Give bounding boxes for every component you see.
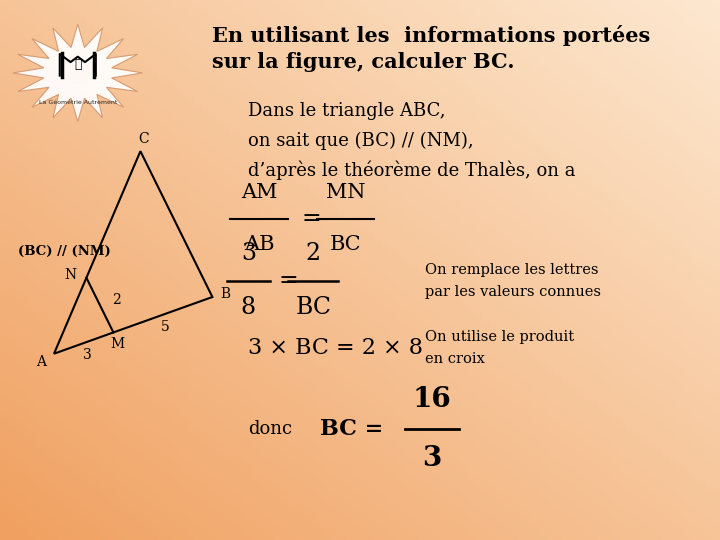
Text: BC: BC bbox=[330, 235, 361, 254]
Text: Dans le triangle ABC,: Dans le triangle ABC, bbox=[248, 102, 446, 120]
Text: 3 × BC = 2 × 8: 3 × BC = 2 × 8 bbox=[248, 338, 423, 359]
Text: on sait que (BC) // (NM),: on sait que (BC) // (NM), bbox=[248, 131, 474, 150]
Text: 2: 2 bbox=[305, 242, 321, 265]
Text: =: = bbox=[301, 207, 321, 230]
Text: MN: MN bbox=[326, 183, 365, 202]
Text: BC: BC bbox=[295, 296, 331, 319]
Text: En utilisant les  informations portées: En utilisant les informations portées bbox=[212, 25, 651, 45]
Text: M: M bbox=[110, 338, 124, 352]
Text: C: C bbox=[139, 132, 149, 146]
Text: 16: 16 bbox=[413, 386, 451, 413]
Text: sur la figure, calculer BC.: sur la figure, calculer BC. bbox=[212, 52, 515, 72]
Polygon shape bbox=[13, 24, 143, 122]
Text: 8: 8 bbox=[240, 296, 256, 319]
Text: La Géométrie Autrement: La Géométrie Autrement bbox=[39, 100, 117, 105]
Text: B: B bbox=[220, 287, 230, 301]
Text: 5: 5 bbox=[161, 320, 170, 334]
Text: (BC) // (NM): (BC) // (NM) bbox=[18, 245, 111, 258]
Text: =: = bbox=[278, 269, 298, 292]
Text: 3: 3 bbox=[83, 348, 91, 362]
Text: en croix: en croix bbox=[425, 352, 485, 366]
Text: d’après le théorème de Thalès, on a: d’après le théorème de Thalès, on a bbox=[248, 160, 576, 180]
Text: 2: 2 bbox=[112, 293, 121, 307]
Text: N: N bbox=[65, 268, 76, 282]
Text: AM: AM bbox=[241, 183, 277, 202]
Text: par les valeurs connues: par les valeurs connues bbox=[425, 285, 600, 299]
Text: AB: AB bbox=[244, 235, 274, 254]
Text: donc: donc bbox=[248, 420, 292, 438]
Text: 3: 3 bbox=[423, 446, 441, 472]
Text: On remplace les lettres: On remplace les lettres bbox=[425, 263, 598, 277]
Text: BC =: BC = bbox=[320, 418, 384, 440]
Text: A: A bbox=[36, 355, 46, 369]
Text: On utilise le produit: On utilise le produit bbox=[425, 330, 574, 345]
Text: 🎵: 🎵 bbox=[74, 58, 81, 71]
Text: 3: 3 bbox=[241, 242, 256, 265]
